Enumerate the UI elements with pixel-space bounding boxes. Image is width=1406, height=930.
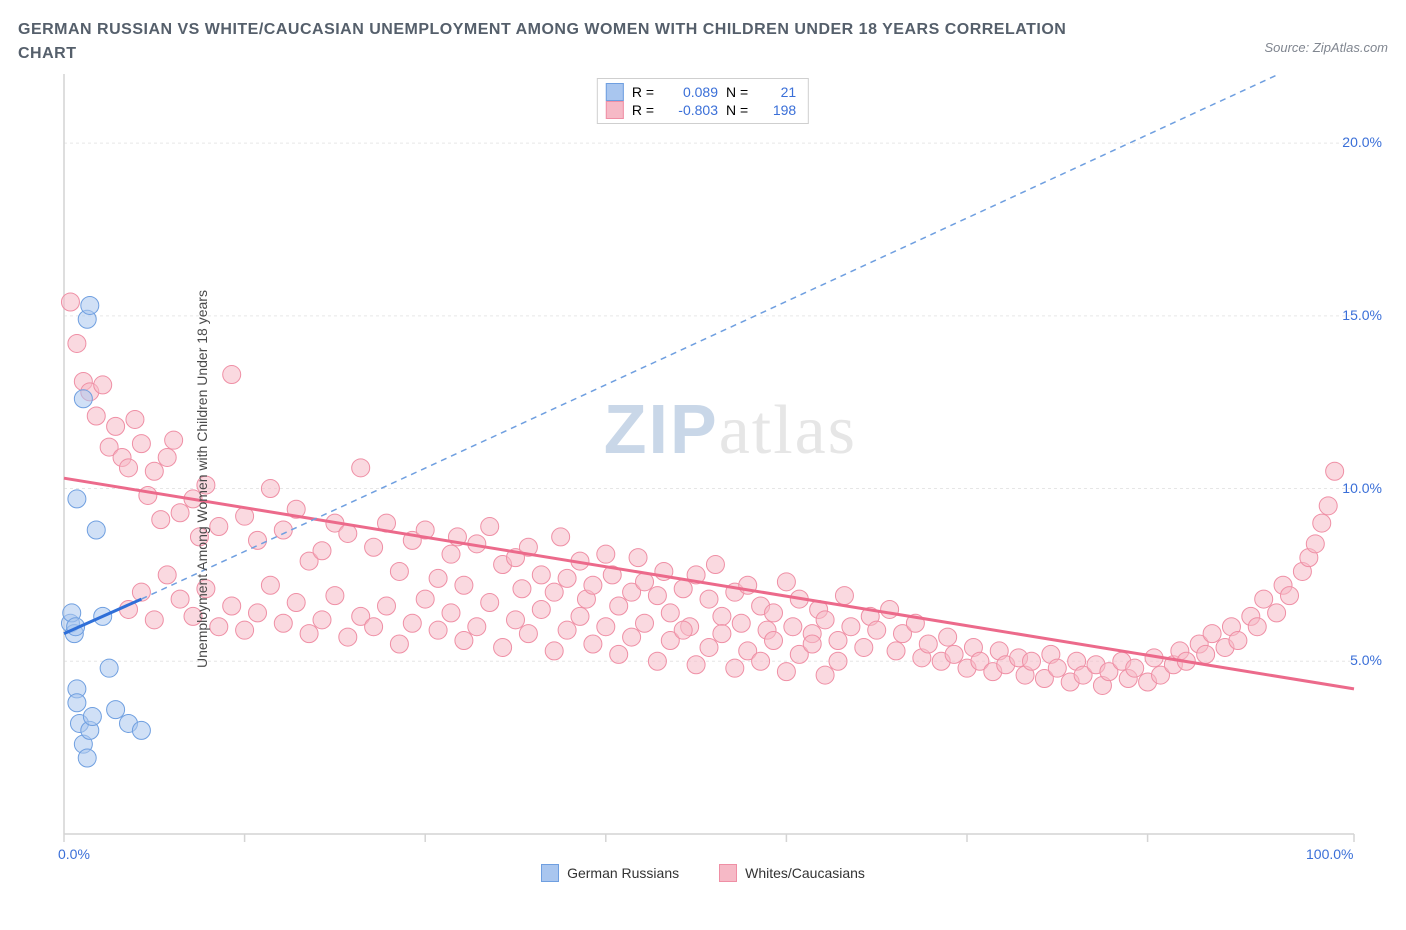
y-tick-label: 20.0% <box>1342 134 1382 150</box>
x-tick-label: 100.0% <box>1306 846 1353 862</box>
y-axis-label: Unemployment Among Women with Children U… <box>194 290 210 668</box>
legend-label-german: German Russians <box>567 865 679 881</box>
x-tick-label: 0.0% <box>58 846 90 862</box>
n-value-white: 198 <box>756 102 796 118</box>
legend-item-white: Whites/Caucasians <box>719 864 865 882</box>
legend-item-german: German Russians <box>541 864 679 882</box>
y-tick-label: 10.0% <box>1342 480 1382 496</box>
swatch-german <box>606 83 624 101</box>
bottom-legend: German Russians Whites/Caucasians <box>18 864 1388 882</box>
stats-row-white: R = -0.803 N = 198 <box>606 101 796 119</box>
chart-source: Source: ZipAtlas.com <box>1264 40 1388 55</box>
r-label: R = <box>632 84 654 100</box>
r-label: R = <box>632 102 654 118</box>
r-value-white: -0.803 <box>662 102 718 118</box>
legend-label-white: Whites/Caucasians <box>745 865 865 881</box>
y-tick-label: 15.0% <box>1342 307 1382 323</box>
chart-title: GERMAN RUSSIAN VS WHITE/CAUCASIAN UNEMPL… <box>18 18 1118 66</box>
y-tick-label: 5.0% <box>1350 652 1382 668</box>
swatch-white <box>606 101 624 119</box>
n-label: N = <box>726 102 748 118</box>
legend-swatch-white <box>719 864 737 882</box>
stats-legend-box: R = 0.089 N = 21 R = -0.803 N = 198 <box>597 78 809 124</box>
chart-area: Unemployment Among Women with Children U… <box>18 74 1388 884</box>
chart-header: GERMAN RUSSIAN VS WHITE/CAUCASIAN UNEMPL… <box>18 18 1388 66</box>
stats-row-german: R = 0.089 N = 21 <box>606 83 796 101</box>
legend-swatch-german <box>541 864 559 882</box>
n-value-german: 21 <box>756 84 796 100</box>
scatter-plot <box>18 74 1388 884</box>
r-value-german: 0.089 <box>662 84 718 100</box>
n-label: N = <box>726 84 748 100</box>
